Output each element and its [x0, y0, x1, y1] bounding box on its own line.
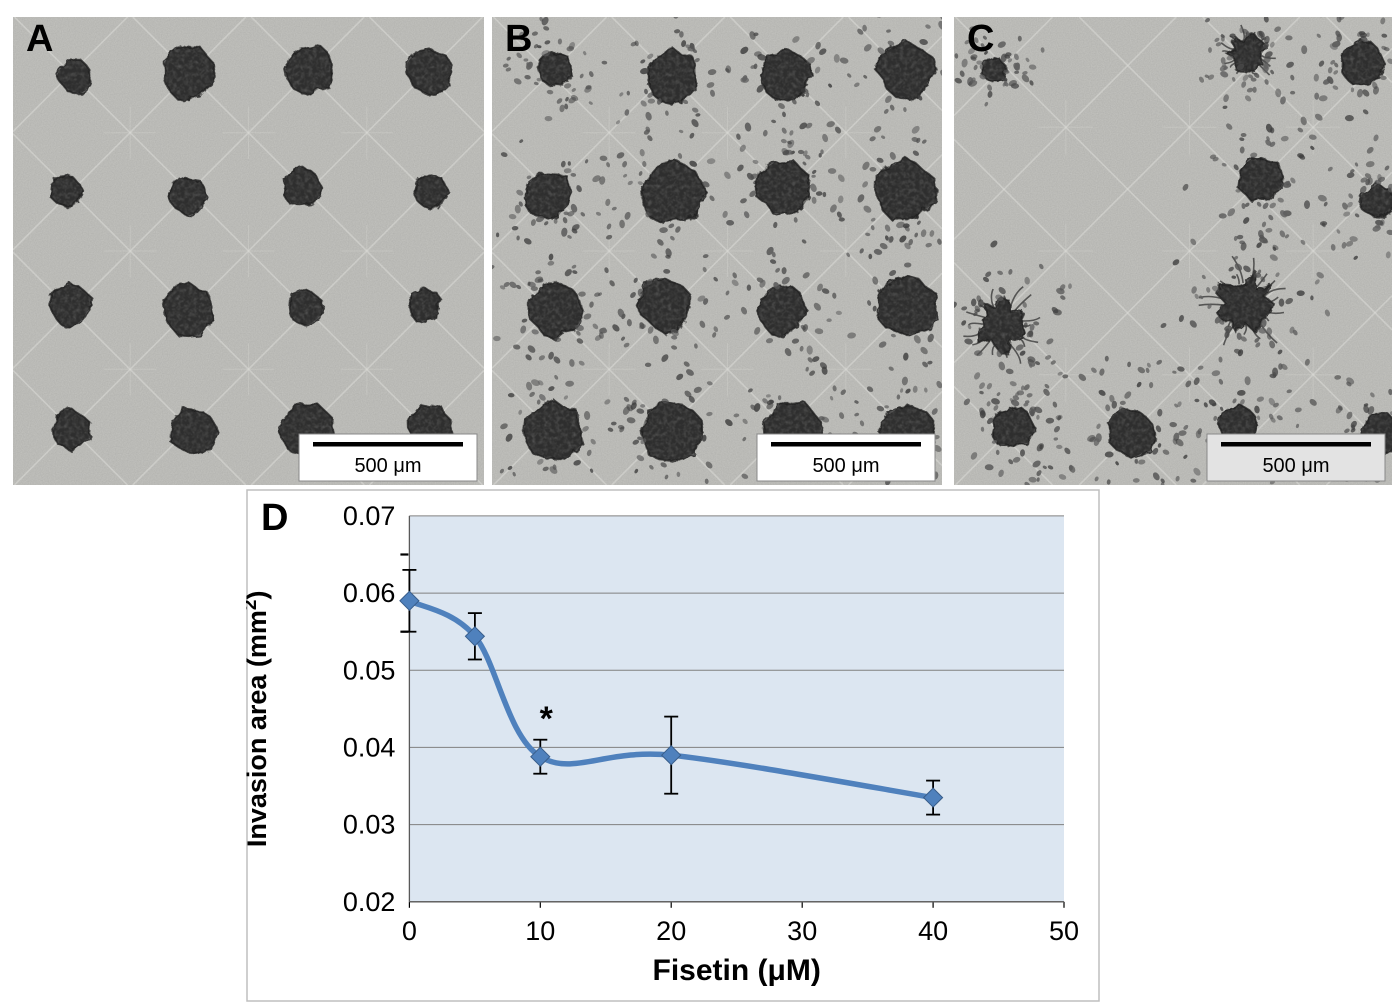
- svg-text:Fisetin (μM): Fisetin (μM): [653, 954, 821, 987]
- svg-text:20: 20: [656, 916, 686, 946]
- svg-text:0.03: 0.03: [343, 810, 396, 840]
- svg-text:Invasion area (mm2): Invasion area (mm2): [246, 591, 272, 848]
- svg-text:0.05: 0.05: [343, 655, 396, 685]
- svg-text:D: D: [261, 497, 288, 539]
- svg-text:C: C: [967, 18, 994, 60]
- svg-text:A: A: [26, 18, 53, 60]
- svg-text:10: 10: [525, 916, 555, 946]
- svg-text:500 μm: 500 μm: [812, 455, 879, 477]
- svg-text:500 μm: 500 μm: [354, 455, 421, 477]
- svg-text:0.07: 0.07: [343, 501, 396, 531]
- svg-text:0.04: 0.04: [343, 732, 396, 762]
- svg-text:50: 50: [1049, 916, 1079, 946]
- svg-text:500 μm: 500 μm: [1262, 455, 1329, 477]
- svg-text:0: 0: [402, 916, 417, 946]
- svg-text:0.02: 0.02: [343, 887, 396, 917]
- svg-text:B: B: [505, 18, 532, 60]
- svg-text:40: 40: [918, 916, 948, 946]
- svg-text:30: 30: [787, 916, 817, 946]
- svg-text:0.06: 0.06: [343, 578, 396, 608]
- svg-text:*: *: [540, 700, 554, 738]
